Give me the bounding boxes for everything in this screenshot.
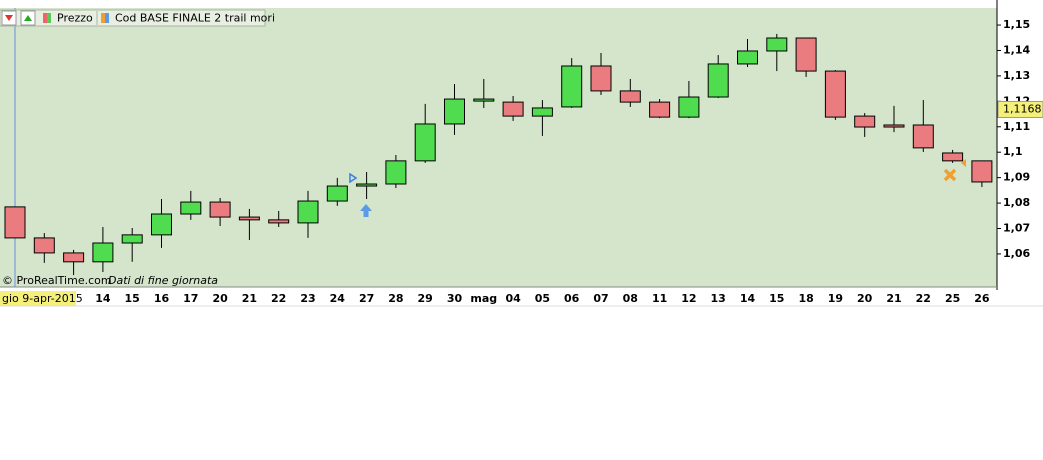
- candle-body: [209, 201, 231, 218]
- y-tick-label: 1,14: [1003, 43, 1030, 56]
- candle-body: [268, 219, 290, 224]
- y-tick-label: 1,09: [1003, 171, 1030, 184]
- last-price-label: 1,1168: [1003, 102, 1042, 115]
- y-axis-panel: [997, 0, 1043, 290]
- candle-body: [385, 160, 407, 185]
- candle-body: [912, 124, 934, 149]
- plot-area: [0, 8, 997, 287]
- candle-body: [297, 200, 319, 224]
- x-tick-label: 20: [857, 292, 873, 305]
- x-tick-label: 16: [154, 292, 170, 305]
- candle-body: [326, 185, 348, 202]
- x-tick-label: 05: [535, 292, 550, 305]
- x-tick-label: 21: [886, 292, 901, 305]
- toolbar: Prezzo Cod BASE FINALE 2 trail mori: [0, 9, 275, 27]
- x-tick-label: 29: [418, 292, 433, 305]
- candle-body: [121, 234, 143, 244]
- candle-body: [971, 160, 993, 183]
- candle-body: [619, 90, 641, 103]
- last-price-box: [997, 100, 1043, 118]
- y-tick-label: 1,1: [1003, 145, 1023, 158]
- cursor-label: gio 9-apr-2015: [2, 292, 83, 305]
- candle-body: [766, 37, 788, 52]
- candle-body: [824, 70, 846, 118]
- candle-body: [92, 242, 114, 263]
- watermark: © ProRealTime.com: [2, 274, 112, 287]
- x-tick-label: 15: [769, 292, 784, 305]
- icon: [47, 13, 51, 23]
- buy-arrow: [360, 204, 372, 217]
- y-tick-label: 1,06: [1003, 247, 1030, 260]
- y-tick-label: 1,08: [1003, 196, 1030, 209]
- candle-body: [795, 37, 817, 72]
- candle-body: [238, 216, 260, 221]
- candle-body: [737, 50, 758, 65]
- x-tick-label: 24: [330, 292, 346, 305]
- candle-body: [678, 96, 700, 118]
- signal-triangle: [961, 159, 966, 167]
- candle-body: [33, 237, 55, 254]
- icon: [105, 13, 109, 23]
- legend-label[interactable]: Prezzo: [57, 12, 93, 25]
- x-tick-label: 28: [388, 292, 403, 305]
- candle-body: [883, 124, 905, 128]
- x-tick-label: 14: [740, 292, 756, 305]
- x-tick-label: 21: [242, 292, 257, 305]
- x-tick-label: 17: [183, 292, 198, 305]
- x-tick-label: 12: [681, 292, 696, 305]
- x-tick-label: 06: [564, 292, 580, 305]
- x-tick-label: 14: [95, 292, 111, 305]
- candle-body: [180, 201, 202, 215]
- x-tick-label: 13: [711, 292, 726, 305]
- x-tick-label: 15: [125, 292, 140, 305]
- x-tick-label: 19: [828, 292, 843, 305]
- candle-body: [561, 65, 583, 108]
- toolbar-bg: [0, 9, 266, 27]
- candle-body: [356, 183, 378, 187]
- y-tick-label: 1,15: [1003, 18, 1030, 31]
- candle-body: [473, 98, 495, 102]
- x-tick-label: 20: [212, 292, 228, 305]
- x-tick-label: 27: [359, 292, 374, 305]
- x-tick-label: 22: [916, 292, 931, 305]
- cursor-label-bg: [0, 291, 76, 306]
- candle-body: [649, 101, 671, 118]
- x-tick-label: 08: [623, 292, 638, 305]
- candle-body: [590, 65, 612, 92]
- signal-triangle: [349, 172, 358, 184]
- icon: [43, 13, 47, 23]
- x-tick-label: 22: [271, 292, 286, 305]
- legend-label[interactable]: Cod BASE FINALE 2 trail mori: [115, 12, 275, 25]
- candle-body: [151, 213, 172, 236]
- x-tick-label: mag: [470, 292, 497, 305]
- candle-body: [4, 206, 26, 239]
- icon: [101, 13, 105, 23]
- candle-body: [942, 152, 964, 162]
- x-tick-label: 04: [505, 292, 521, 305]
- exit-cross: [943, 168, 957, 182]
- candle-body: [502, 101, 524, 117]
- y-tick-label: 1,07: [1003, 222, 1030, 235]
- candle-body: [854, 115, 876, 128]
- x-tick-label: 23: [300, 292, 315, 305]
- y-tick-label: 1,13: [1003, 69, 1030, 82]
- x-tick-label: 07: [593, 292, 608, 305]
- icon: [5, 15, 13, 21]
- y-tick-label: 1,11: [1003, 120, 1030, 133]
- candle-body: [414, 123, 436, 162]
- icon: [24, 15, 32, 21]
- x-tick-label: 26: [974, 292, 990, 305]
- candle-body: [707, 63, 729, 98]
- candle-body: [63, 252, 85, 263]
- x-tick-label: 25: [945, 292, 960, 305]
- x-tick-label: 18: [798, 292, 813, 305]
- x-tick-label: 30: [447, 292, 463, 305]
- data-note: Dati di fine giornata: [108, 274, 218, 287]
- candle-body: [444, 98, 465, 125]
- candle-body: [531, 107, 553, 117]
- x-tick-label: 11: [652, 292, 667, 305]
